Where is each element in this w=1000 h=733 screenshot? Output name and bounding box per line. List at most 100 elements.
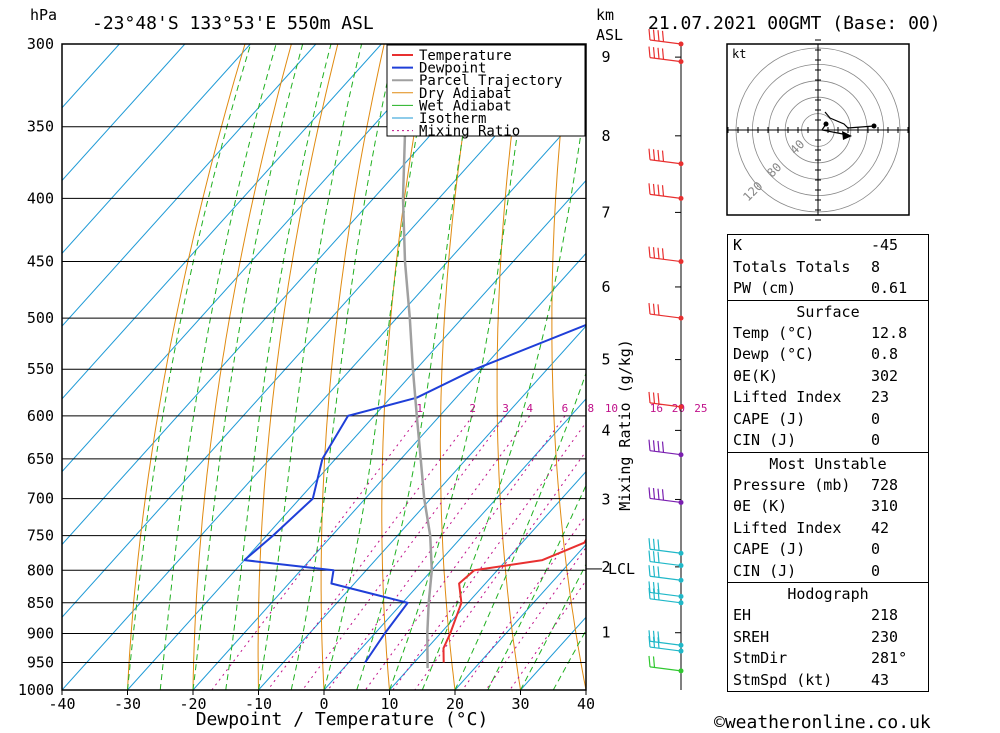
- temp-tick-label: 0: [319, 695, 328, 713]
- wind-barb-flag: [652, 440, 656, 452]
- height-tick-label: 8: [601, 127, 610, 145]
- isotherm-line: [62, 44, 120, 109]
- wind-barb-flag: [648, 655, 651, 667]
- wind-barbs: [648, 28, 684, 674]
- wind-barb-flag: [652, 392, 656, 404]
- mixing-ratio-line: [392, 421, 586, 690]
- mu-row: Pressure (mb) 728: [728, 475, 928, 497]
- temp-tick-label: -40: [48, 695, 75, 713]
- temp-tick-label: 30: [511, 695, 529, 713]
- wind-barb-flag: [657, 393, 660, 405]
- height-tick-label: 4: [601, 421, 610, 439]
- wind-barb-flag: [661, 48, 665, 60]
- wind-barb-flag: [652, 149, 656, 161]
- temperature-line: [442, 537, 586, 663]
- isotherm-line: [62, 44, 317, 327]
- pressure-tick-label: 500: [27, 309, 54, 327]
- storm-motion-arrow: [842, 131, 852, 140]
- surface-row: CIN (J) 0: [728, 430, 928, 452]
- mixing-ratio-label: 8: [588, 402, 595, 415]
- index-label: θE (K): [733, 497, 788, 515]
- index-value: 0: [871, 431, 881, 449]
- mixing-ratio-axis-title: Mixing Ratio (g/kg): [616, 339, 634, 511]
- pressure-tick-label: 350: [27, 118, 54, 136]
- dry-adiabat-line: [496, 44, 524, 690]
- index-label: Temp (°C): [733, 323, 815, 342]
- wind-barb-flag: [657, 637, 660, 649]
- wind-barb-dot: [678, 59, 684, 65]
- wind-barb-flag: [648, 303, 651, 315]
- isotherm-line: [127, 179, 586, 690]
- index-row-pw: PW (cm) 0.61: [728, 278, 928, 300]
- index-label: Totals Totals: [733, 257, 851, 276]
- wind-barb-flag: [648, 587, 651, 599]
- mixing-ratio-label: 25: [694, 402, 707, 415]
- wind-barb-flag: [648, 565, 651, 577]
- isotherm-line: [323, 398, 586, 690]
- legend-label: Isotherm: [419, 111, 486, 127]
- index-value: 302: [871, 366, 899, 385]
- temp-tick-label: -30: [114, 695, 141, 713]
- pressure-tick-label: 650: [27, 450, 54, 468]
- wind-barb-flag: [652, 183, 656, 196]
- index-row-k: K -45: [728, 235, 928, 257]
- wind-barb-flag: [652, 29, 656, 41]
- legend-label: Dry Adiabat: [419, 86, 512, 102]
- index-value: 42: [871, 518, 890, 537]
- index-label: CIN (J): [733, 561, 797, 580]
- wind-barb-flag: [657, 247, 660, 259]
- dry-adiabat-line: [257, 44, 339, 690]
- wind-barb-staff: [649, 450, 682, 456]
- pressure-tick-label: 1000: [18, 681, 54, 699]
- wind-barb-flag: [657, 440, 660, 452]
- isotherm-line: [62, 107, 586, 690]
- wind-barb-flag: [648, 183, 651, 195]
- isotherm-line: [62, 44, 448, 473]
- mu-row: Lifted Index 42: [728, 518, 928, 540]
- legend-label: Mixing Ratio: [419, 124, 520, 140]
- index-value: 230: [871, 627, 899, 646]
- wind-barb-flag: [661, 30, 665, 42]
- dry-adiabat-line: [439, 44, 478, 690]
- most-unstable-section-title: Most Unstable: [769, 454, 887, 473]
- hodograph-trace: [824, 111, 875, 129]
- wind-barb-flag: [657, 488, 660, 500]
- hodo-row: StmDir 281°: [728, 648, 928, 670]
- isotherm-line: [62, 44, 579, 618]
- hodograph-point: [871, 123, 877, 129]
- hpa-unit-label: hPa: [30, 6, 57, 24]
- wind-barb-flag: [648, 391, 651, 403]
- mixing-ratio-label: 16: [650, 402, 663, 415]
- wind-barb-flag: [661, 489, 665, 501]
- pressure-tick-label: 750: [27, 527, 54, 545]
- dry-adiabat-line: [656, 44, 717, 690]
- wind-barb-staff: [649, 402, 682, 408]
- height-tick-label: 9: [601, 48, 610, 66]
- wind-barb-flag: [648, 148, 651, 160]
- datetime-title: 21.07.2021 00GMT (Base: 00): [648, 13, 941, 34]
- surface-row: Temp (°C) 12.8: [728, 323, 928, 345]
- index-value: 8: [871, 257, 881, 276]
- wind-barb-staff: [649, 560, 682, 567]
- mixing-ratio-label: 10: [605, 402, 618, 415]
- lcl-label: LCL: [608, 560, 635, 578]
- index-value: -45: [871, 236, 899, 254]
- surface-row: θE(K) 302: [728, 366, 928, 388]
- wind-barb-flag: [652, 303, 656, 315]
- wet-adiabat-line: [192, 44, 304, 690]
- temp-tick-label: 10: [380, 695, 398, 713]
- surface-row: CAPE (J) 0: [728, 409, 928, 431]
- mixing-ratio-label: 2: [469, 402, 476, 415]
- index-row-tt: Totals Totals 8: [728, 257, 928, 279]
- wind-barb-flag: [652, 47, 656, 59]
- km-unit-label: km: [596, 6, 614, 24]
- mixing-ratio-label: 20: [672, 402, 685, 415]
- wind-barb-staff: [649, 497, 682, 504]
- surface-row: Lifted Index 23: [728, 387, 928, 409]
- index-value: 0: [871, 540, 881, 558]
- wet-adiabat-line: [323, 44, 435, 690]
- wet-adiabat-line: [487, 484, 586, 690]
- index-label: K: [733, 236, 743, 254]
- dry-adiabat-line: [988, 44, 1000, 690]
